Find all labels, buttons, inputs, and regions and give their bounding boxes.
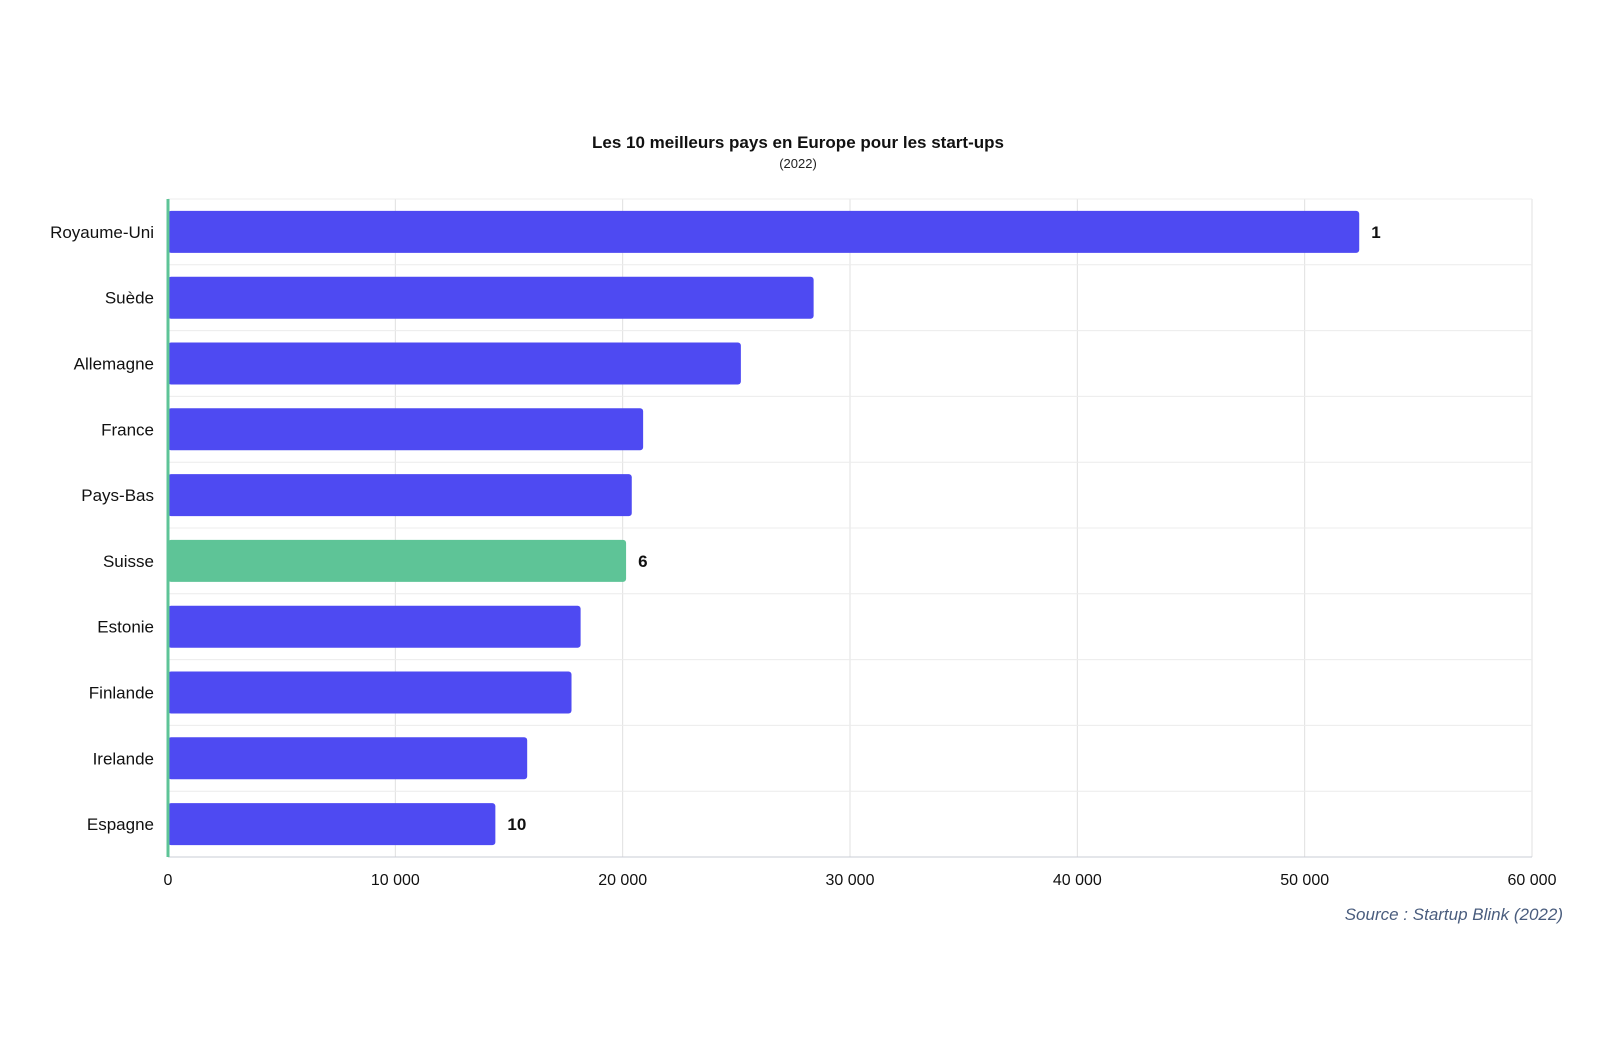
data-label-1: 6 <box>638 552 647 571</box>
category-label-4: Pays-Bas <box>81 486 154 505</box>
x-axis-ticks: 0 10 000 20 000 30 000 40 000 50 000 60 000 <box>164 872 1557 889</box>
bar-2[interactable] <box>168 342 741 385</box>
bars <box>166 199 1360 857</box>
category-label-5: Suisse <box>103 552 154 571</box>
category-label-3: France <box>101 420 154 439</box>
category-label-9: Espagne <box>87 815 154 834</box>
category-label-1: Suède <box>105 289 154 308</box>
x-tick-label-4: 40 000 <box>1053 872 1102 889</box>
bar-7[interactable] <box>168 671 572 714</box>
category-labels: Royaume-Uni Suède Allemagne France Pays-Bas S… <box>50 223 154 834</box>
source-note: Source : Startup Blink (2022) <box>1345 905 1563 924</box>
x-tick-label-3: 30 000 <box>826 872 875 889</box>
x-tick-label-6: 60 000 <box>1508 872 1557 889</box>
bar-0[interactable] <box>168 210 1360 253</box>
category-label-8: Irelande <box>93 749 154 768</box>
x-tick-label-1: 10 000 <box>371 872 420 889</box>
x-tick-label-5: 50 000 <box>1280 872 1329 889</box>
category-label-6: Estonie <box>97 618 154 637</box>
bar-5[interactable] <box>168 539 627 582</box>
bar-1[interactable] <box>168 276 814 319</box>
chart-title: Les 10 meilleurs pays en Europe pour les… <box>592 133 1004 152</box>
category-label-2: Allemagne <box>74 355 154 374</box>
grid-lines <box>168 198 1533 858</box>
x-tick-label-2: 20 000 <box>598 872 647 889</box>
bar-6[interactable] <box>168 605 581 648</box>
bar-8[interactable] <box>168 737 528 780</box>
chart-subtitle: (2022) <box>779 156 817 171</box>
data-label-0: 1 <box>1371 223 1380 242</box>
category-label-7: Finlande <box>89 684 154 703</box>
x-tick-label-0: 0 <box>164 872 173 889</box>
category-label-0: Royaume-Uni <box>50 223 154 242</box>
data-label-2: 10 <box>507 815 526 834</box>
bar-4[interactable] <box>168 474 632 517</box>
bar-3[interactable] <box>168 408 644 451</box>
bar-9[interactable] <box>168 803 496 846</box>
